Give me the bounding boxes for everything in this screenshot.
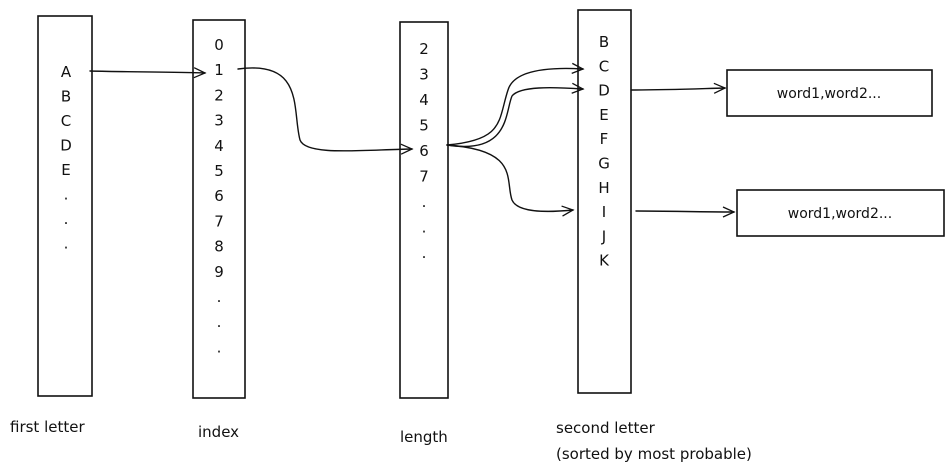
second-letter-sublabel: (sorted by most probable) xyxy=(556,445,752,463)
second-letter-item: J xyxy=(601,227,606,245)
second-letter-item: F xyxy=(600,130,609,148)
index-item: 2 xyxy=(214,86,224,104)
index-item: 5 xyxy=(214,162,224,180)
index-item: . xyxy=(217,338,222,356)
arrow-i-to-word-box-2 xyxy=(635,206,736,218)
first-letter-item: D xyxy=(60,137,72,155)
second-letter-item: C xyxy=(599,57,609,75)
first-letter-item: E xyxy=(61,161,70,179)
length-item: . xyxy=(422,244,427,262)
arrow-length-6-to-d xyxy=(446,82,585,148)
word-box-1 xyxy=(726,69,933,117)
first-letter-item: B xyxy=(61,88,71,106)
index-item: . xyxy=(217,288,222,306)
index-item: 6 xyxy=(214,187,224,205)
arrow-index-1-to-length-6 xyxy=(237,67,414,155)
arrow-length-6-to-i xyxy=(446,144,575,217)
first-letter-item: . xyxy=(64,210,69,228)
index-item: 4 xyxy=(214,137,224,155)
first-letter-item: C xyxy=(61,112,71,130)
arrow-a-to-index-1 xyxy=(89,67,207,79)
first-letter-item: . xyxy=(64,186,69,204)
index-label: index xyxy=(198,423,239,441)
second-letter-item: D xyxy=(598,82,610,100)
length-label: length xyxy=(400,428,448,446)
second-letter-item: H xyxy=(598,179,609,197)
first-letter-item: . xyxy=(64,235,69,253)
length-item: 5 xyxy=(419,117,429,135)
word-box-2 xyxy=(736,189,945,237)
length-item: 4 xyxy=(419,91,429,109)
index-item: 1 xyxy=(214,61,224,79)
index-item: 3 xyxy=(214,112,224,130)
arrow-length-6-to-c xyxy=(446,62,585,146)
length-column xyxy=(399,21,449,399)
index-item: . xyxy=(217,313,222,331)
length-items: 2 3 4 5 6 7... xyxy=(419,40,429,262)
second-letter-column xyxy=(577,9,632,394)
second-letter-item: I xyxy=(602,203,606,221)
first-letter-item: A xyxy=(61,63,72,81)
first-letter-items: ABCDE... xyxy=(60,63,72,253)
length-item: . xyxy=(422,193,427,211)
index-items: 0 1 2 3 4 5 6 7 8 9... xyxy=(214,36,224,356)
first-letter-column xyxy=(37,15,93,397)
index-item: 7 xyxy=(214,212,224,230)
second-letter-item: E xyxy=(599,106,608,124)
length-item: 6 xyxy=(419,142,429,160)
index-item: 0 xyxy=(214,36,224,54)
arrow-d-to-word-box-1 xyxy=(630,82,727,94)
length-item: 2 xyxy=(419,40,429,58)
second-letter-item: G xyxy=(598,155,610,173)
length-item: 7 xyxy=(419,168,429,186)
second-letter-item: B xyxy=(599,33,609,51)
index-item: 9 xyxy=(214,263,224,281)
first-letter-label: first letter xyxy=(10,418,85,436)
second-letter-label: second letter xyxy=(556,419,656,437)
length-item: 3 xyxy=(419,66,429,84)
word-box-2-text: word1,word2... xyxy=(788,206,892,222)
length-item: . xyxy=(422,219,427,237)
index-column xyxy=(192,19,246,399)
word-box-1-text: word1,word2... xyxy=(777,86,881,102)
second-letter-item: K xyxy=(599,252,610,270)
index-item: 8 xyxy=(214,238,224,256)
